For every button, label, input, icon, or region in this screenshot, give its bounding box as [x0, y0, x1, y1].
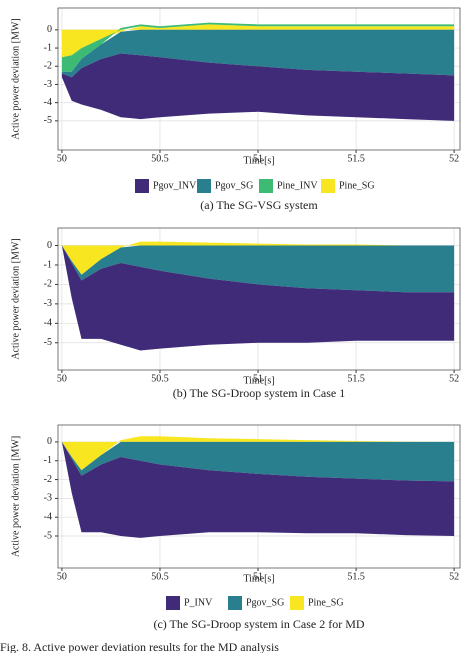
y-tick-label: -2 [44, 474, 52, 485]
x-tick-label: 51.5 [347, 153, 365, 164]
plot-area [61, 436, 455, 538]
x-tick-label: 51 [253, 571, 263, 582]
y-tick-label: -4 [44, 97, 52, 108]
plot-area [61, 241, 455, 351]
area [61, 24, 455, 58]
figure-caption: Fig. 8. Active power deviation results f… [0, 640, 279, 653]
y-tick-label: -2 [44, 61, 52, 72]
y-tick-label: -4 [44, 318, 52, 329]
y-tick-label: -1 [44, 42, 52, 53]
y-tick-label: 0 [47, 240, 52, 251]
subplot-caption: (c) The SG-Droop system in Case 2 for MD [153, 617, 364, 631]
y-tick-label: -1 [44, 259, 52, 270]
y-axis-label: Active power deviation [MW] [10, 18, 21, 139]
x-tick-label: 50 [57, 153, 67, 164]
x-axis-label: Time[s] [243, 573, 274, 584]
y-tick-label: -5 [44, 115, 52, 126]
legend-label: Pgov_SG [215, 180, 253, 191]
plot-area [61, 22, 455, 121]
area [61, 441, 455, 538]
y-tick-label: -5 [44, 530, 52, 541]
plot-frame [57, 227, 461, 371]
legend-swatch [228, 596, 242, 610]
x-tick-label: 52 [449, 571, 459, 582]
legend-label: Pgov_SG [246, 597, 284, 608]
area [61, 245, 455, 351]
legend-swatch [259, 179, 273, 193]
x-tick-label: 52 [449, 153, 459, 164]
y-tick-label: 0 [47, 24, 52, 35]
plot-frame [57, 424, 461, 569]
area [61, 245, 455, 293]
legend-label: Pgov_INV [153, 180, 197, 191]
area [61, 441, 455, 482]
x-tick-label: 51 [253, 373, 263, 384]
y-axis-label: Active power deviation [MW] [10, 436, 21, 557]
plot-frame [57, 7, 461, 151]
subplot-caption: (b) The SG-Droop system in Case 1 [173, 386, 345, 400]
legend-swatch [135, 179, 149, 193]
y-tick-label: 0 [47, 436, 52, 447]
legend-label: Pine_SG [339, 180, 375, 191]
x-tick-label: 51 [253, 153, 263, 164]
x-axis-label: Time[s] [243, 375, 274, 386]
x-tick-label: 50.5 [151, 571, 169, 582]
x-tick-label: 50.5 [151, 373, 169, 384]
y-tick-label: -3 [44, 79, 52, 90]
y-tick-label: -3 [44, 298, 52, 309]
legend-swatch [197, 179, 211, 193]
x-tick-label: 50.5 [151, 153, 169, 164]
y-tick-label: -3 [44, 493, 52, 504]
y-tick-label: -2 [44, 279, 52, 290]
x-tick-label: 51.5 [347, 571, 365, 582]
legend-label: Pine_SG [308, 597, 344, 608]
area [61, 29, 455, 78]
area [61, 53, 455, 121]
x-tick-label: 50 [57, 571, 67, 582]
legend-label: P_INV [184, 597, 213, 608]
subplot-caption: (a) The SG-VSG system [200, 198, 318, 212]
legend-swatch [290, 596, 304, 610]
y-tick-label: -1 [44, 455, 52, 466]
x-axis-label: Time[s] [243, 155, 274, 166]
legend-swatch [321, 179, 335, 193]
legend-swatch [166, 596, 180, 610]
x-tick-label: 52 [449, 373, 459, 384]
legend-label: Pine_INV [277, 180, 318, 191]
x-tick-label: 50 [57, 373, 67, 384]
x-tick-label: 51.5 [347, 373, 365, 384]
y-axis-label: Active power deviation [MW] [10, 238, 21, 359]
y-tick-label: -5 [44, 337, 52, 348]
y-tick-label: -4 [44, 511, 52, 522]
